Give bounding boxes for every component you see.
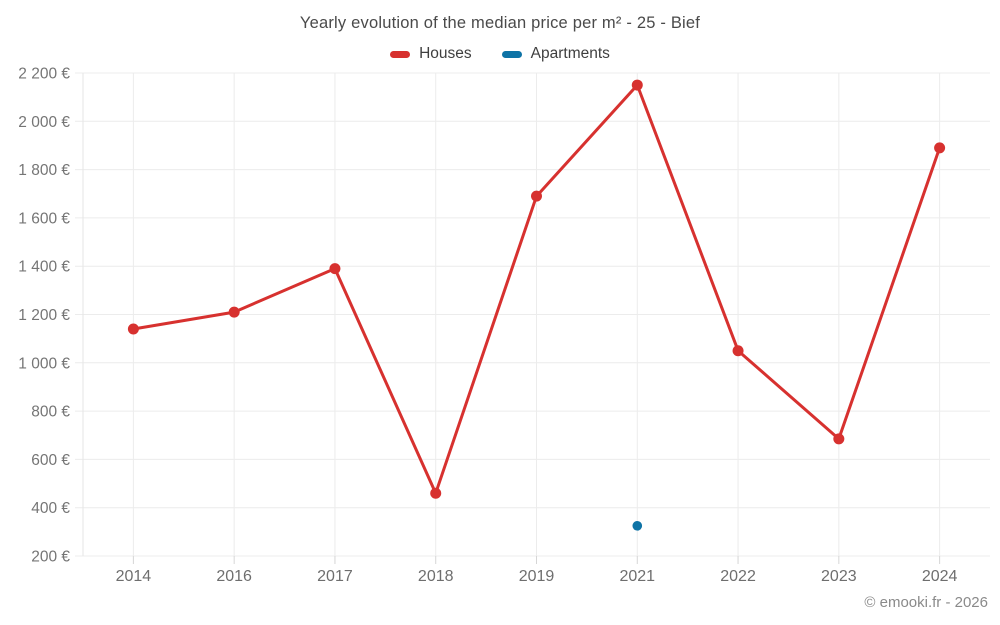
y-axis-tick-label: 1 600 € [18,210,70,227]
x-axis-tick-label: 2019 [519,568,555,585]
houses-point-2014[interactable] [127,323,139,335]
houses-point-2019[interactable] [531,190,542,202]
houses-point-2017[interactable] [329,263,341,275]
houses-point-2018[interactable] [430,487,442,499]
legend-item-apartments[interactable]: Apartments [501,45,610,63]
houses-point-2016[interactable] [228,306,240,318]
x-axis-tick-label: 2014 [116,568,152,585]
houses-legend-swatch [390,50,411,58]
x-axis-tick-label: 2024 [922,568,958,585]
legend: Houses Apartments [0,45,1000,63]
apartments-legend-label: Apartments [530,45,610,62]
houses-point-2021[interactable] [631,79,643,91]
legend-item-houses[interactable]: Houses [390,45,472,63]
x-axis-tick-label: 2021 [619,568,655,585]
houses-point-2024[interactable] [934,142,946,154]
y-axis-tick-label: 2 200 € [18,66,70,83]
x-axis-tick-label: 2022 [720,568,756,585]
houses-point-2023[interactable] [833,433,845,445]
chart-title: Yearly evolution of the median price per… [299,14,701,32]
x-axis-tick-label: 2018 [418,568,454,585]
x-axis-tick-label: 2016 [216,568,252,585]
y-axis-tick-label: 200 € [31,549,70,566]
y-axis-tick-label: 1 000 € [18,355,70,372]
houses-point-2022[interactable] [732,345,744,357]
houses-legend-label: Houses [419,45,472,62]
y-axis-tick-label: 1 800 € [18,162,70,179]
y-axis-tick-label: 1 400 € [18,259,70,276]
y-axis-tick-label: 800 € [31,404,70,421]
y-axis-tick-label: 600 € [31,452,70,469]
y-axis-tick-label: 400 € [31,500,70,517]
copyright-attribution: © emooki.fr - 2026 [864,594,988,611]
apartments-point-2021[interactable] [632,521,643,531]
y-axis-tick-label: 2 000 € [18,114,70,131]
apartments-legend-swatch [501,50,522,58]
x-axis-tick-label: 2017 [317,568,353,585]
x-axis-tick-label: 2023 [821,568,857,585]
y-axis-tick-label: 1 200 € [18,307,70,324]
